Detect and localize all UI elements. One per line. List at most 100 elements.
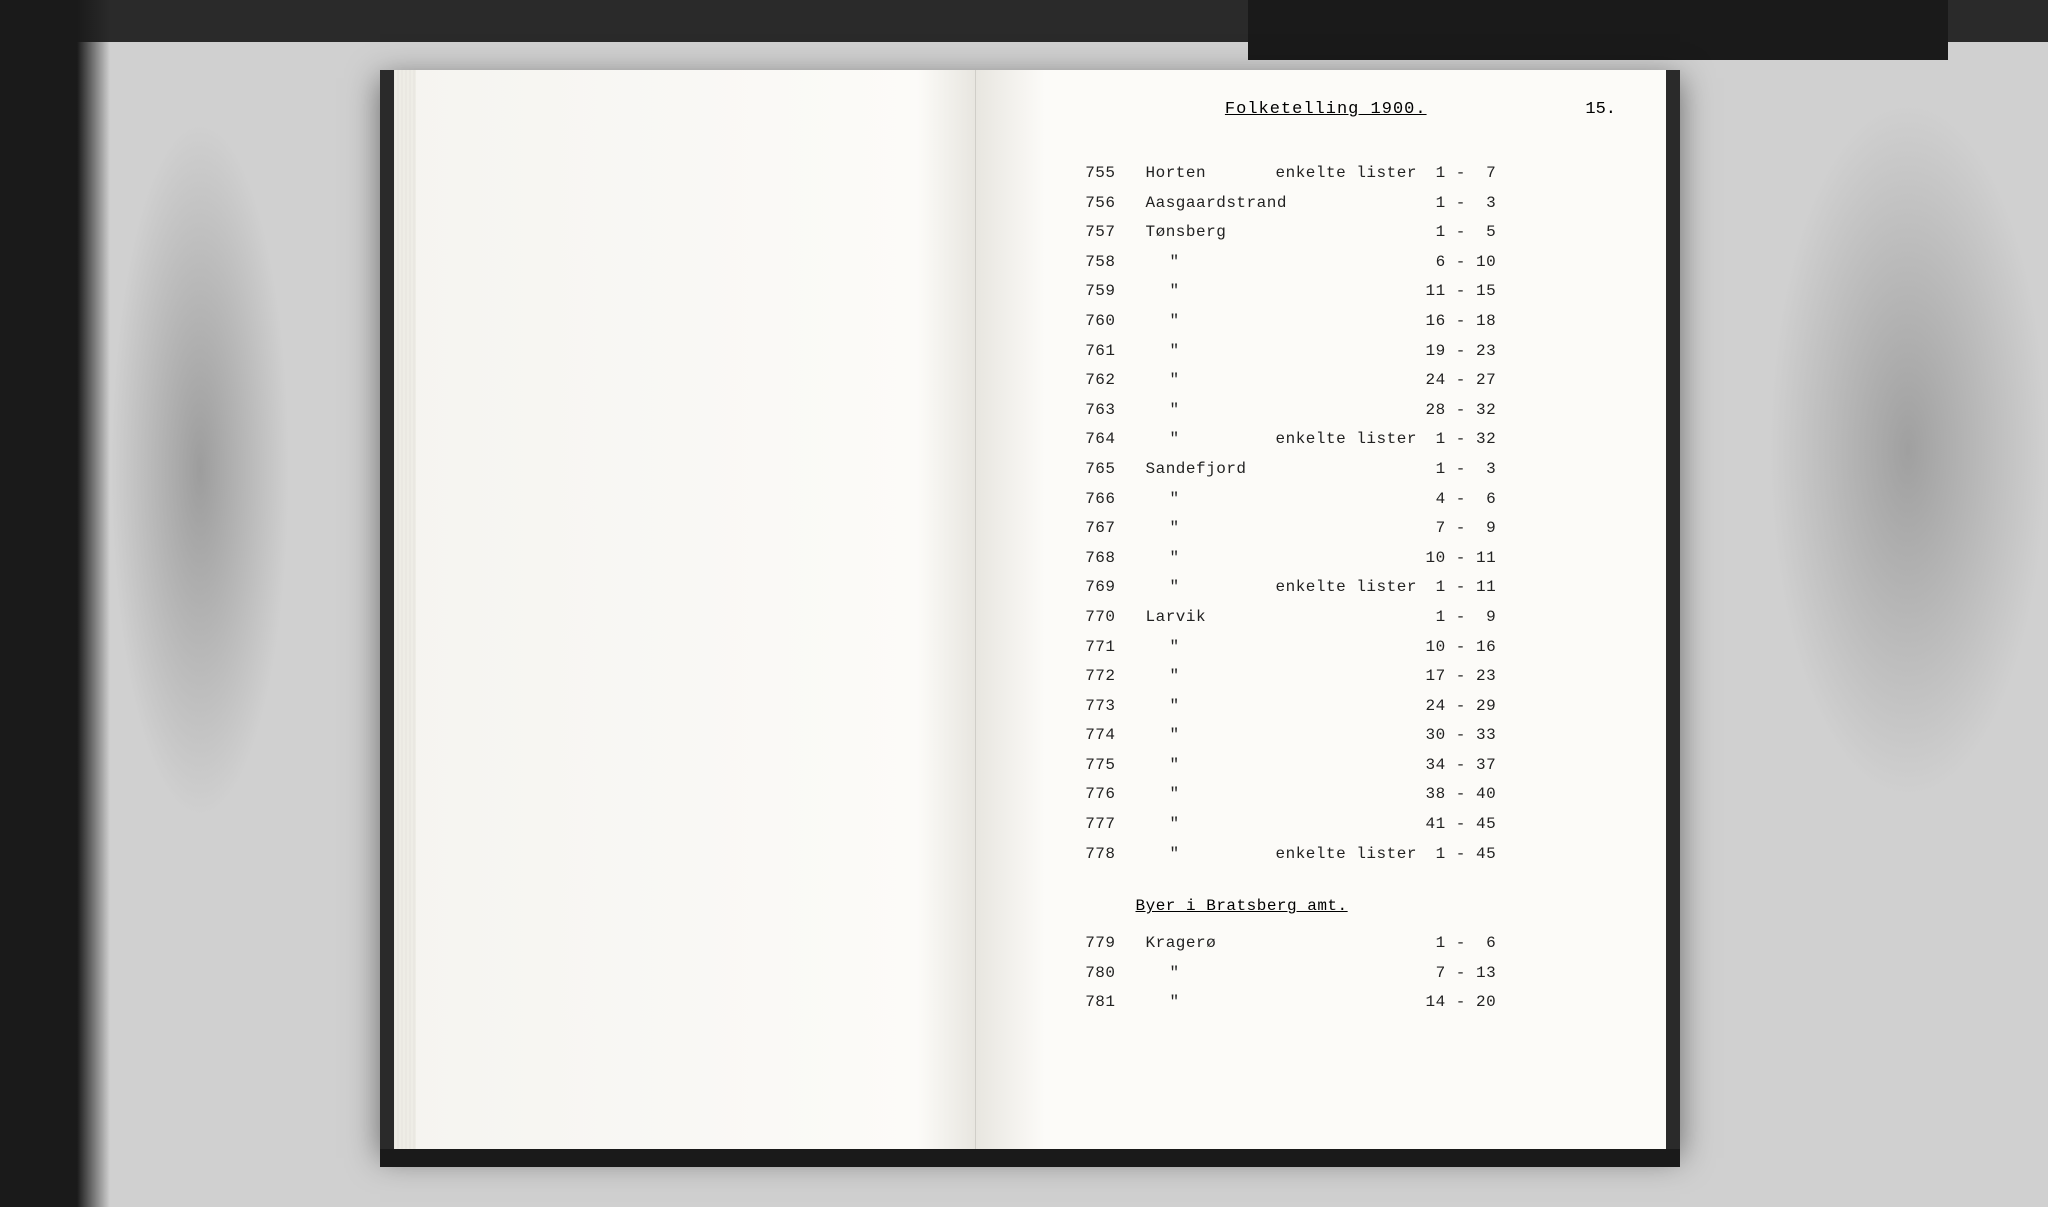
row-note [1276,366,1426,396]
bg-smudge-left [110,120,290,820]
table-row: 772"17 - 23 [1076,662,1597,692]
table-row: 756Aasgaardstrand 1 - 3 [1076,189,1597,219]
row-note [1276,692,1426,722]
table-row: 762"24 - 27 [1076,366,1597,396]
row-name: " [1146,633,1276,663]
table-row: 776" 38 - 40 [1076,780,1597,810]
row-range: 1 - 3 [1426,189,1597,219]
row-range: 1 - 9 [1426,603,1597,633]
row-number: 777 [1076,810,1146,840]
row-name: " [1146,751,1276,781]
table-row: 766" 4 - 6 [1076,485,1597,515]
row-name: " [1146,988,1276,1018]
row-note: enkelte lister [1276,425,1426,455]
row-range: 7 - 9 [1426,514,1597,544]
row-note [1276,218,1426,248]
row-note [1276,633,1426,663]
row-number: 755 [1076,159,1146,189]
row-number: 760 [1076,307,1146,337]
row-name: " [1146,366,1276,396]
row-number: 763 [1076,396,1146,426]
row-range: 24 - 29 [1426,692,1597,722]
row-number: 765 [1076,455,1146,485]
row-number: 768 [1076,544,1146,574]
row-number: 766 [1076,485,1146,515]
table-row: 758" 6 - 10 [1076,248,1597,278]
table-row: 774"30 - 33 [1076,721,1597,751]
row-note: enkelte lister [1276,573,1426,603]
page-title: Folketelling 1900. [1225,100,1427,119]
left-shadow [0,0,110,1207]
row-range: 30 - 33 [1426,721,1597,751]
row-name: " [1146,514,1276,544]
row-range: 7 - 13 [1426,959,1597,989]
row-note [1276,485,1426,515]
row-note [1276,751,1426,781]
row-note: enkelte lister [1276,159,1426,189]
table-row: 770Larvik 1 - 9 [1076,603,1597,633]
bg-smudge-right [1768,100,2048,800]
row-number: 774 [1076,721,1146,751]
index-table-2: 779Kragerø 1 - 6780" 7 - 13781"14 - 20 [1036,929,1617,1018]
row-range: 11 - 15 [1426,277,1597,307]
row-number: 762 [1076,366,1146,396]
row-range: 6 - 10 [1426,248,1597,278]
row-name: " [1146,337,1276,367]
row-note [1276,544,1426,574]
row-note [1276,810,1426,840]
table-row: 777"41 - 45 [1076,810,1597,840]
table-row: 775"34 - 37 [1076,751,1597,781]
book-pages: Folketelling 1900. 15. 755Hortenenkelte … [394,70,1666,1150]
row-range: 1 - 45 [1426,840,1597,870]
row-range: 19 - 23 [1426,337,1597,367]
row-name: " [1146,959,1276,989]
open-book: Folketelling 1900. 15. 755Hortenenkelte … [380,70,1680,1150]
row-number: 772 [1076,662,1146,692]
row-note [1276,662,1426,692]
table-row: 773"24 - 29 [1076,692,1597,722]
row-name: " [1146,780,1276,810]
row-range: 1 - 5 [1426,218,1597,248]
row-name: Aasgaardstrand [1146,189,1276,219]
row-note [1276,307,1426,337]
row-name: " [1146,425,1276,455]
row-number: 771 [1076,633,1146,663]
row-number: 775 [1076,751,1146,781]
row-number: 778 [1076,840,1146,870]
row-name: " [1146,307,1276,337]
row-number: 779 [1076,929,1146,959]
index-table: 755Hortenenkelte lister 1 - 7756Aasgaard… [1036,159,1617,869]
book-bottom-edge [380,1149,1680,1167]
row-number: 757 [1076,218,1146,248]
row-number: 773 [1076,692,1146,722]
row-name: " [1146,485,1276,515]
row-range: 10 - 16 [1426,633,1597,663]
row-number: 761 [1076,337,1146,367]
table-row: 759"11 - 15 [1076,277,1597,307]
row-name: " [1146,662,1276,692]
row-number: 758 [1076,248,1146,278]
right-page: Folketelling 1900. 15. 755Hortenenkelte … [976,70,1667,1150]
table-row: 778"enkelte lister 1 - 45 [1076,840,1597,870]
table-row: 760" 16 - 18 [1076,307,1597,337]
row-note [1276,337,1426,367]
row-name: " [1146,396,1276,426]
row-number: 776 [1076,780,1146,810]
row-number: 756 [1076,189,1146,219]
table-row: 761" 19 - 23 [1076,337,1597,367]
row-range: 38 - 40 [1426,780,1597,810]
left-page-edge [394,70,416,1150]
table-row: 767" 7 - 9 [1076,514,1597,544]
table-row: 781"14 - 20 [1076,988,1597,1018]
row-note [1276,514,1426,544]
table-row: 771" 10 - 16 [1076,633,1597,663]
row-note [1276,959,1426,989]
row-number: 780 [1076,959,1146,989]
table-row: 765Sandefjord 1 - 3 [1076,455,1597,485]
row-range: 16 - 18 [1426,307,1597,337]
book-cover-right [1666,70,1680,1150]
book-cover-left [380,70,394,1150]
top-dark-bar-right [1248,0,1948,60]
table-row: 764"enkelte lister 1 - 32 [1076,425,1597,455]
row-note [1276,988,1426,1018]
